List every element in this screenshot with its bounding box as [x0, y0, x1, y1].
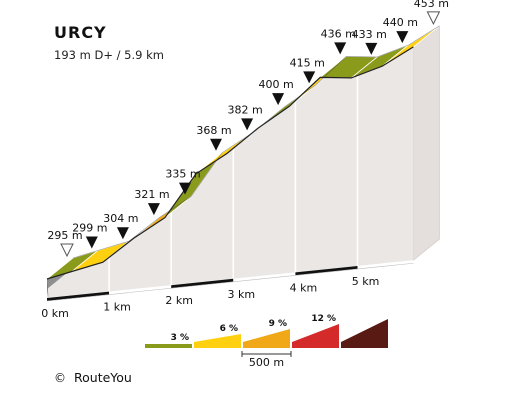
- marker-open-0: [60, 243, 74, 258]
- km-label-4: 4 km: [290, 281, 318, 294]
- elevation-label-0: 295 m: [47, 229, 82, 242]
- elevation-label-12: 453 m: [414, 0, 449, 10]
- marker-3: [147, 203, 160, 216]
- marker-4: [179, 182, 191, 195]
- legend-swatch-4: [341, 319, 388, 348]
- profile-front-edge: [46, 46, 414, 280]
- elevation-label-1: 299 m: [72, 222, 107, 235]
- chart-title: URCY: [54, 23, 107, 42]
- marker-9: [334, 42, 347, 55]
- km-label-1: 1 km: [103, 301, 131, 314]
- legend-label-3: 12 %: [311, 314, 336, 324]
- elevation-label-6: 382 m: [227, 103, 262, 116]
- elevation-markers: [60, 11, 441, 258]
- scale-bar-label: 500 m: [249, 356, 284, 369]
- profile-top-surface: [46, 25, 440, 280]
- distance-ticks: 0 km 1 km 2 km 3 km 4 km 5 km: [41, 275, 379, 320]
- marker-1: [85, 236, 98, 249]
- km-label-2: 2 km: [165, 294, 193, 307]
- km-label-3: 3 km: [228, 288, 256, 301]
- marker-7: [272, 93, 285, 106]
- profile-back-edge: [72, 25, 440, 259]
- ground-bar-segment: [47, 291, 110, 301]
- chart-subtitle: 193 m D+ / 5.9 km: [54, 48, 164, 62]
- marker-5: [210, 138, 222, 151]
- legend-swatch-0: [145, 344, 192, 348]
- legend-swatch-3: [292, 324, 339, 348]
- elevation-label-2: 304 m: [103, 212, 138, 225]
- profile-ground: [46, 260, 414, 302]
- ground-bar-segment: [357, 260, 414, 269]
- ground-bar-segment: [295, 266, 358, 276]
- elevation-label-11: 440 m: [383, 16, 418, 29]
- marker-open-12: [426, 11, 441, 26]
- legend-label-1: 6 %: [220, 324, 238, 334]
- profile-end-cap: [413, 25, 440, 261]
- ground-bar-segment: [171, 278, 234, 289]
- marker-2: [116, 227, 129, 240]
- gradient-legend: 3 % 6 % 9 % 12 % 500 m: [145, 314, 388, 369]
- marker-11: [396, 31, 409, 44]
- legend-swatch-1: [194, 334, 241, 348]
- profile-walls: [108, 75, 359, 292]
- ground-line: [46, 262, 414, 302]
- copyright-symbol: ©: [54, 371, 66, 385]
- km-label-5: 5 km: [352, 275, 380, 288]
- legend-swatch-2: [243, 329, 290, 348]
- elevation-label-3: 321 m: [134, 188, 169, 201]
- legend-label-2: 9 %: [269, 319, 287, 329]
- legend-label-0: 3 %: [171, 333, 189, 343]
- elevation-label-4: 335 m: [165, 168, 200, 181]
- ground-bar-segment: [109, 285, 172, 295]
- copyright-notice: © RouteYou: [54, 370, 132, 385]
- km-label-0: 0 km: [41, 307, 69, 320]
- elevation-label-7: 400 m: [259, 78, 294, 91]
- profile-start-edge: [47, 279, 49, 298]
- elevation-label-10: 433 m: [352, 28, 387, 41]
- marker-6: [241, 118, 254, 131]
- elevation-label-5: 368 m: [196, 124, 231, 137]
- elevation-label-9: 436 m: [321, 27, 356, 40]
- marker-10: [365, 42, 378, 55]
- ground-bar-segment: [233, 272, 296, 282]
- marker-8: [303, 71, 316, 84]
- elevation-label-8: 415 m: [290, 56, 325, 69]
- copyright-text: RouteYou: [74, 370, 132, 385]
